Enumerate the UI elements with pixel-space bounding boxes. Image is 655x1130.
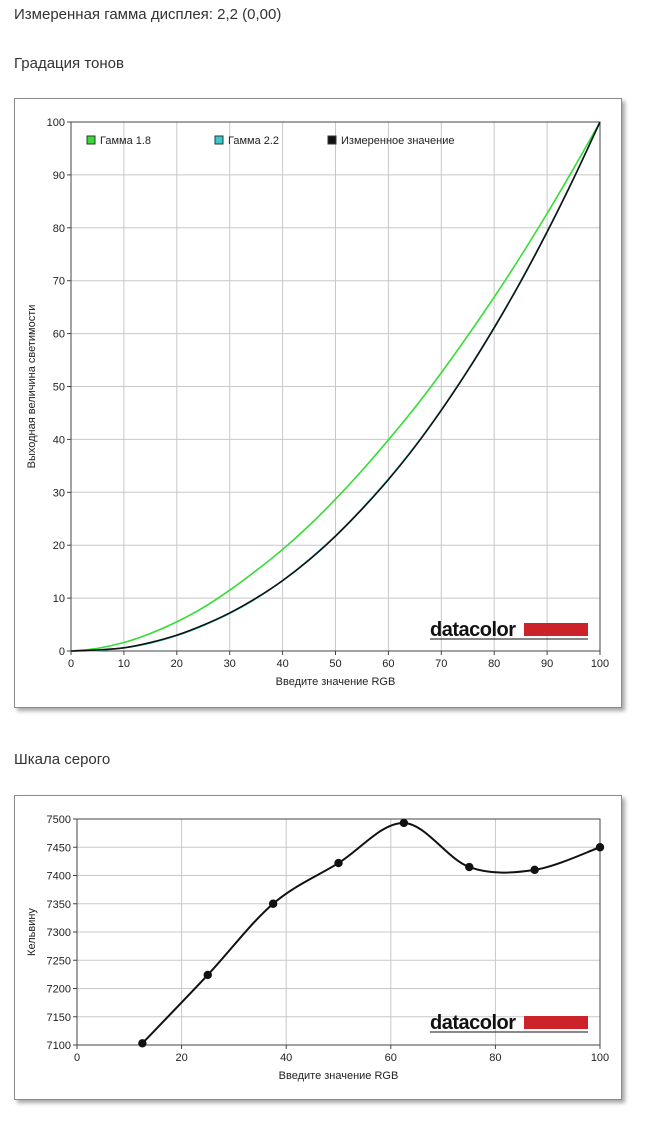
y-tick-label: 0: [59, 646, 65, 658]
datacolor-logo: datacolor: [430, 619, 516, 641]
series-line-0: [141, 821, 601, 1045]
x-tick-label: 80: [489, 1052, 501, 1064]
y-tick-label: 7400: [47, 871, 71, 883]
y-tick-label: 40: [53, 434, 65, 446]
x-tick-label: 100: [591, 1052, 609, 1064]
data-point: [138, 1039, 147, 1048]
data-point: [268, 899, 278, 908]
y-tick-label: 10: [53, 593, 65, 605]
y-tick-label: 7250: [47, 955, 71, 967]
data-point: [399, 818, 409, 828]
x-tick-label: 60: [385, 1052, 397, 1064]
x-tick-label: 20: [175, 1052, 187, 1064]
y-tick-label: 70: [53, 276, 65, 288]
tone-gradation-title: Градация тонов: [14, 55, 124, 72]
x-tick-label: 100: [591, 658, 609, 670]
y-tick-label: 100: [47, 117, 65, 129]
x-tick-label: 0: [68, 658, 74, 670]
y-tick-label: 7100: [47, 1040, 71, 1052]
x-axis-label: Введите значение RGB: [279, 1070, 399, 1082]
y-tick-label: 80: [53, 223, 65, 235]
x-tick-label: 70: [435, 658, 447, 670]
y-tick-label: 90: [53, 170, 65, 182]
series-line-2: [70, 121, 601, 652]
y-tick-label: 7350: [47, 899, 71, 911]
y-tick-label: 7450: [47, 842, 71, 854]
legend-swatch: [327, 135, 337, 145]
measured-gamma-text: Измеренная гамма дисплея: 2,2 (0,00): [14, 6, 282, 23]
legend-swatch: [86, 135, 96, 145]
grayscale-svg: 0 20 40 60 80 100 7100 7150 7200 7250 7300 7350 7400…: [26, 814, 609, 1082]
series-line-0: [70, 121, 601, 652]
y-tick-label: 60: [53, 329, 65, 341]
x-tick-label: 60: [382, 658, 394, 670]
x-tick-label: 20: [171, 658, 183, 670]
data-point: [595, 843, 605, 852]
plot-border: [76, 818, 601, 1046]
x-tick-label: 90: [541, 658, 553, 670]
y-tick-label: 30: [53, 487, 65, 499]
datacolor-logo-bar: [524, 1016, 588, 1029]
legend-swatch: [214, 135, 224, 145]
x-tick-label: 10: [118, 658, 130, 670]
x-tick-label: 50: [329, 658, 341, 670]
grayscale-title: Шкала серого: [14, 751, 111, 768]
legend-label: Измеренное значение: [341, 135, 455, 147]
data-point: [203, 970, 212, 980]
y-tick-label: 7300: [47, 927, 71, 939]
x-axis-label: Введите значение RGB: [276, 676, 396, 688]
y-tick-label: 7150: [47, 1012, 71, 1024]
x-tick-label: 80: [488, 658, 500, 670]
x-tick-label: 30: [224, 658, 236, 670]
y-tick-label: 7500: [47, 814, 71, 826]
data-point: [465, 862, 474, 872]
legend-label: Гамма 1.8: [100, 135, 151, 147]
y-tick-label: 20: [53, 540, 65, 552]
grayscale-chart: 0 20 40 60 80 100 7100 7150 7200 7250 7300 7350 7400…: [14, 795, 622, 1100]
x-tick-label: 40: [276, 658, 288, 670]
datacolor-logo-bar: [524, 623, 588, 636]
tone-gradation-svg: 0 10 20 30 40 50 60 70 80 90 100 0 10 20 30 40 50 60 70 80 9…: [26, 117, 609, 688]
x-tick-label: 0: [74, 1052, 80, 1064]
y-tick-label: 50: [53, 382, 65, 394]
y-tick-label: 7200: [47, 984, 71, 996]
y-axis-label: Выходная величина светимости: [26, 305, 38, 469]
datacolor-logo: datacolor: [430, 1012, 516, 1034]
data-point: [334, 858, 343, 868]
x-tick-label: 40: [280, 1052, 292, 1064]
tone-gradation-chart: 0 10 20 30 40 50 60 70 80 90 100 0 10 20 30 40 50 60 70 80 9…: [14, 98, 622, 708]
data-point: [530, 865, 539, 875]
legend-label: Гамма 2.2: [228, 135, 279, 147]
y-axis-label: Кельвину: [26, 908, 38, 956]
plot-border: [70, 121, 601, 652]
